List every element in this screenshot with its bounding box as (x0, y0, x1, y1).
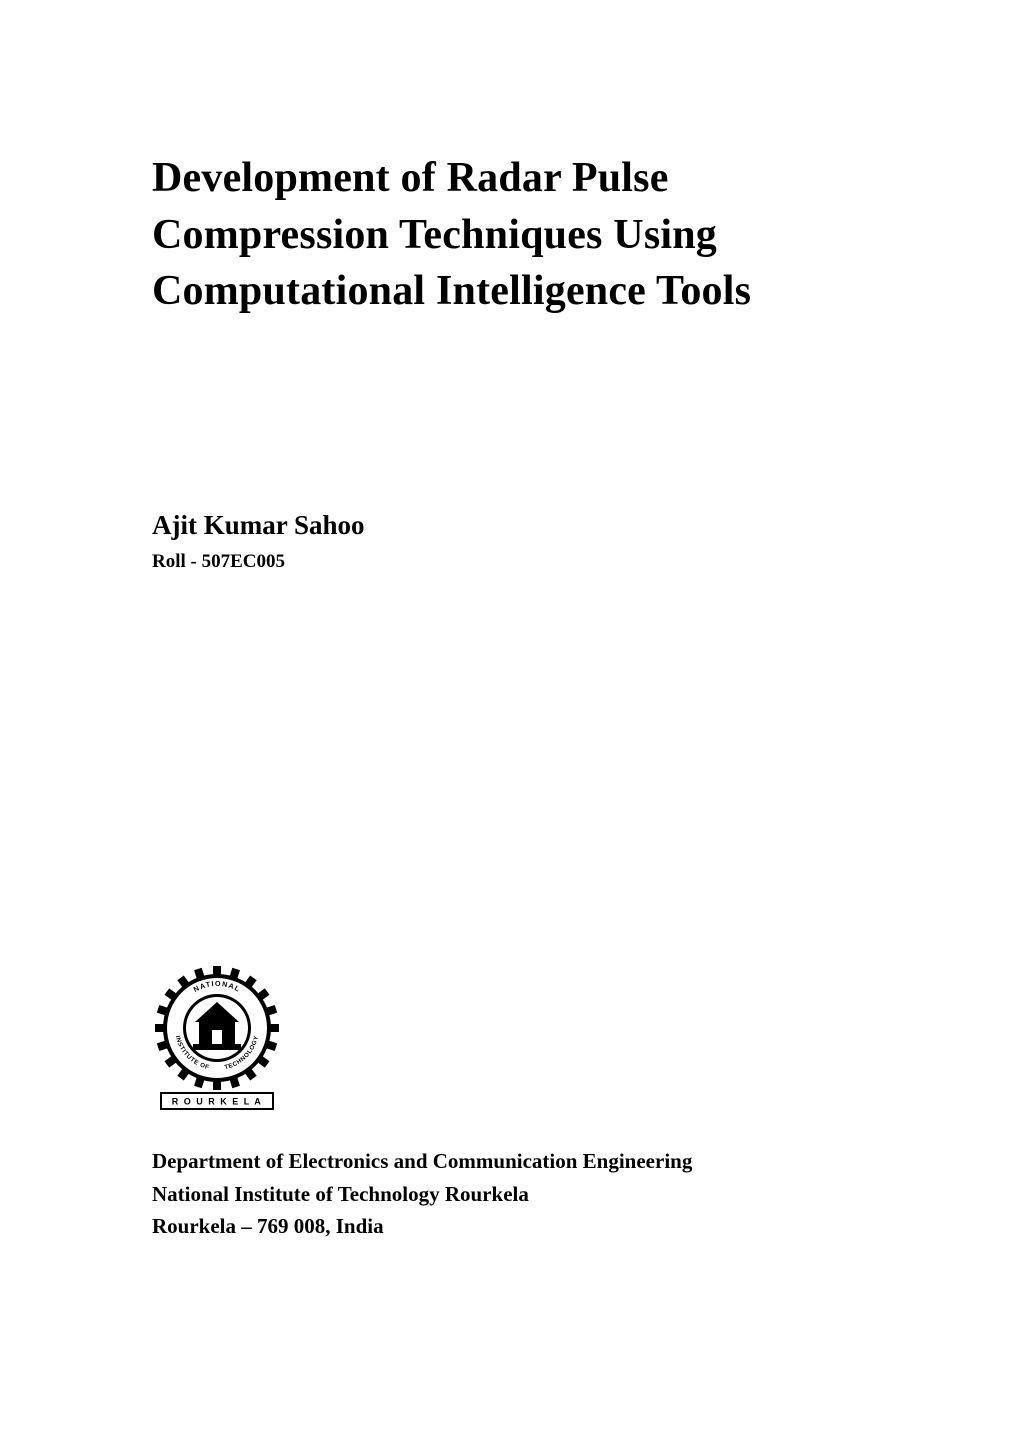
author-roll: Roll - 507EC005 (152, 551, 910, 573)
author-block: Ajit Kumar Sahoo Roll - 507EC005 (152, 510, 910, 573)
title-page: Development of Radar Pulse Compression T… (0, 0, 1020, 1443)
affiliation-block: Department of Electronics and Communicat… (152, 1145, 910, 1243)
title-line-3: Computational Intelligence Tools (152, 263, 910, 320)
nit-rourkela-emblem-icon: NATIONAL INSTITUTE OF TECHNOLOGY R O U R… (152, 963, 282, 1113)
institute-logo: NATIONAL INSTITUTE OF TECHNOLOGY R O U R… (152, 963, 910, 1113)
title-line-2: Compression Techniques Using (152, 207, 910, 264)
affiliation-address: Rourkela – 769 008, India (152, 1210, 910, 1243)
affiliation-institute: National Institute of Technology Rourkel… (152, 1178, 910, 1211)
thesis-title: Development of Radar Pulse Compression T… (152, 150, 910, 320)
title-line-1: Development of Radar Pulse (152, 150, 910, 207)
affiliation-dept: Department of Electronics and Communicat… (152, 1145, 910, 1178)
author-name: Ajit Kumar Sahoo (152, 510, 910, 541)
logo-banner-text: R O U R K E L A (172, 1097, 263, 1107)
